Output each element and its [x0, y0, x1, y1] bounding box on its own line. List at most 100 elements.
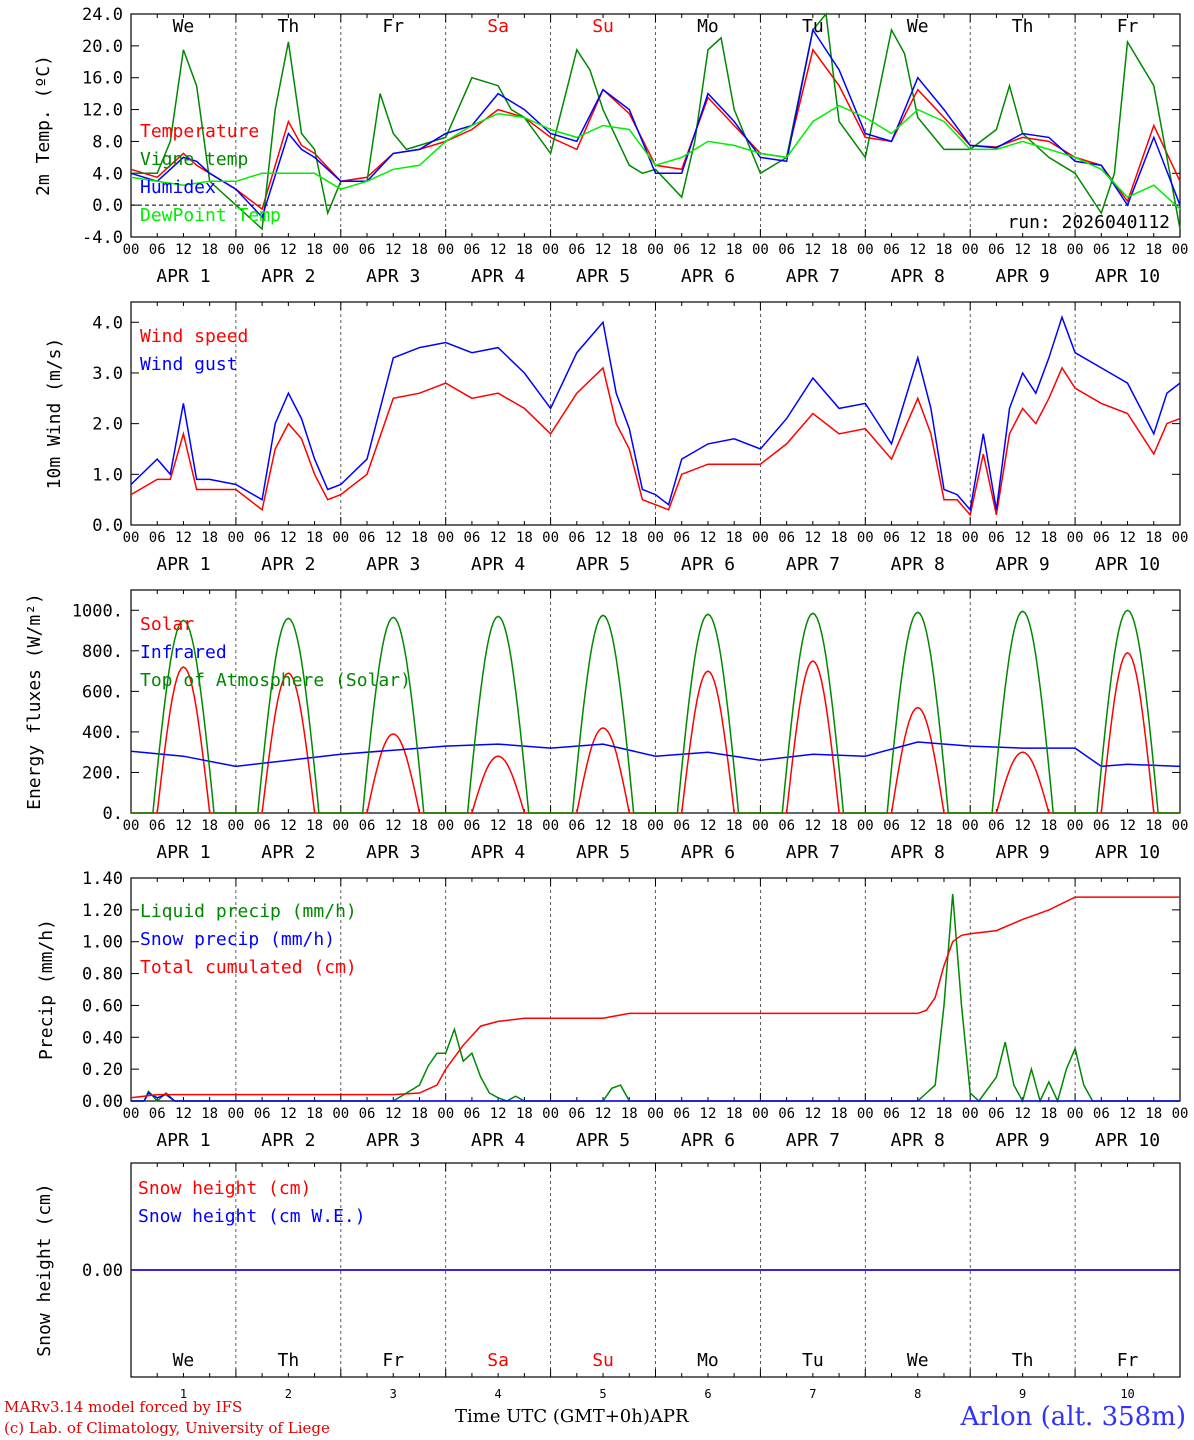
- hour-label: 12: [490, 1106, 507, 1122]
- date-label: APR 8: [891, 266, 945, 287]
- hour-label: 06: [568, 1106, 585, 1122]
- hour-label: 00: [962, 1106, 979, 1122]
- hour-label: 18: [1040, 242, 1057, 258]
- series-snow-precip-mm-h-: [131, 1091, 1180, 1102]
- hour-label: 00: [1172, 530, 1189, 546]
- hour-label: 18: [1145, 818, 1162, 834]
- y-tick-label: 800.: [82, 642, 123, 662]
- hour-label: 12: [385, 818, 402, 834]
- date-label: APR 9: [996, 842, 1050, 863]
- hour-label: 00: [227, 530, 244, 546]
- date-label: APR 5: [576, 554, 630, 575]
- hour-label: 00: [332, 818, 349, 834]
- legend-wind-gust: Wind gust: [140, 354, 238, 375]
- hour-label: 12: [280, 818, 297, 834]
- legend-infrared: Infrared: [140, 642, 227, 663]
- y-tick-label: 0.00: [82, 1092, 123, 1112]
- y-tick-label: 4.0: [92, 313, 123, 333]
- hour-label: 00: [437, 1106, 454, 1122]
- series-humidex: [130, 27, 1181, 219]
- series-wind-gust: [130, 314, 1181, 512]
- date-label: APR 8: [891, 842, 945, 863]
- hour-label: 18: [201, 530, 218, 546]
- date-label: APR 9: [996, 1130, 1050, 1151]
- hour-label: 06: [673, 530, 690, 546]
- hour-label: 18: [306, 530, 323, 546]
- hour-label: 00: [857, 1106, 874, 1122]
- y-tick-label: 24.0: [82, 5, 123, 25]
- day-name-bottom: We: [907, 1350, 929, 1371]
- hour-label: 06: [1093, 818, 1110, 834]
- y-tick-label: 600.: [82, 682, 123, 702]
- hour-label: 00: [227, 242, 244, 258]
- hour-label: 00: [857, 530, 874, 546]
- series-dewpoint-temp: [130, 104, 1181, 210]
- hour-label: 06: [778, 530, 795, 546]
- hour-label: 06: [1093, 530, 1110, 546]
- date-label: APR 10: [1095, 842, 1160, 863]
- hour-label: 18: [516, 1106, 533, 1122]
- day-name-bottom: Su: [592, 1350, 614, 1371]
- plot-frame: [130, 13, 1181, 238]
- hour-label: 18: [411, 242, 428, 258]
- hour-label: 00: [437, 242, 454, 258]
- hour-label: 12: [490, 818, 507, 834]
- hour-label: 12: [1119, 818, 1136, 834]
- y-tick-label: 8.0: [92, 132, 123, 152]
- hour-label: 18: [516, 530, 533, 546]
- hour-label: 12: [1119, 1106, 1136, 1122]
- hour-label: 12: [595, 242, 612, 258]
- credit-line-2: (c) Lab. of Climatology, University of L…: [4, 1419, 330, 1437]
- date-label: APR 10: [1095, 1130, 1160, 1151]
- date-label: APR 7: [786, 842, 840, 863]
- x-axis-title: Time UTC (GMT+0h)APR: [455, 1406, 689, 1427]
- hour-label: 06: [463, 818, 480, 834]
- hour-label: 12: [909, 818, 926, 834]
- day-name-top: We: [173, 16, 195, 37]
- date-label: APR 4: [471, 554, 525, 575]
- date-label: APR 8: [891, 554, 945, 575]
- date-label: APR 9: [996, 266, 1050, 287]
- y-tick-label: 1.0: [92, 465, 123, 485]
- date-label: APR 5: [576, 1130, 630, 1151]
- y-tick-label: 0.: [103, 804, 123, 824]
- legend-total-cumulated-cm-: Total cumulated (cm): [140, 957, 357, 978]
- y-tick-label: 12.0: [82, 101, 123, 121]
- hour-label: 00: [1067, 818, 1084, 834]
- hour-label: 18: [936, 1106, 953, 1122]
- hour-label: 18: [726, 242, 743, 258]
- hour-label: 12: [1014, 530, 1031, 546]
- hour-label: 00: [1067, 1106, 1084, 1122]
- hour-label: 18: [1145, 530, 1162, 546]
- hour-label: 06: [988, 1106, 1005, 1122]
- hour-label: 06: [1093, 1106, 1110, 1122]
- hour-label: 18: [1040, 530, 1057, 546]
- hour-label: 06: [988, 530, 1005, 546]
- date-label: APR 7: [786, 266, 840, 287]
- day-name-top: Fr: [382, 16, 404, 37]
- hour-label: 00: [123, 1106, 140, 1122]
- day-name-top: Th: [278, 16, 300, 37]
- hour-label: 12: [909, 530, 926, 546]
- hour-label: 18: [306, 242, 323, 258]
- hour-label: 18: [831, 1106, 848, 1122]
- hour-label: 18: [831, 818, 848, 834]
- hour-label: 00: [1067, 242, 1084, 258]
- hour-label: 06: [883, 1106, 900, 1122]
- hour-label: 06: [778, 242, 795, 258]
- panel-snow: 0.00 Snow height (cm) Snow height (cm) Snow…: [34, 1162, 1181, 1378]
- y-axis-label: 2m Temp. (ºC): [33, 55, 54, 196]
- day-number: 5: [599, 1387, 606, 1401]
- hour-label: 18: [306, 818, 323, 834]
- hour-label: 06: [673, 242, 690, 258]
- station-label: Arlon (alt. 358m): [960, 1402, 1186, 1432]
- hour-label: 00: [542, 242, 559, 258]
- y-tick-label: 0.0: [92, 516, 123, 536]
- hour-label: 12: [804, 1106, 821, 1122]
- hour-label: 06: [883, 242, 900, 258]
- legend-liquid-precip-mm-h-: Liquid precip (mm/h): [140, 901, 357, 922]
- date-label: APR 10: [1095, 554, 1160, 575]
- y-tick-label: 0.80: [82, 965, 123, 985]
- series-liquid-precip-mm-h-: [131, 893, 1180, 1104]
- day-name-top: Th: [1012, 16, 1034, 37]
